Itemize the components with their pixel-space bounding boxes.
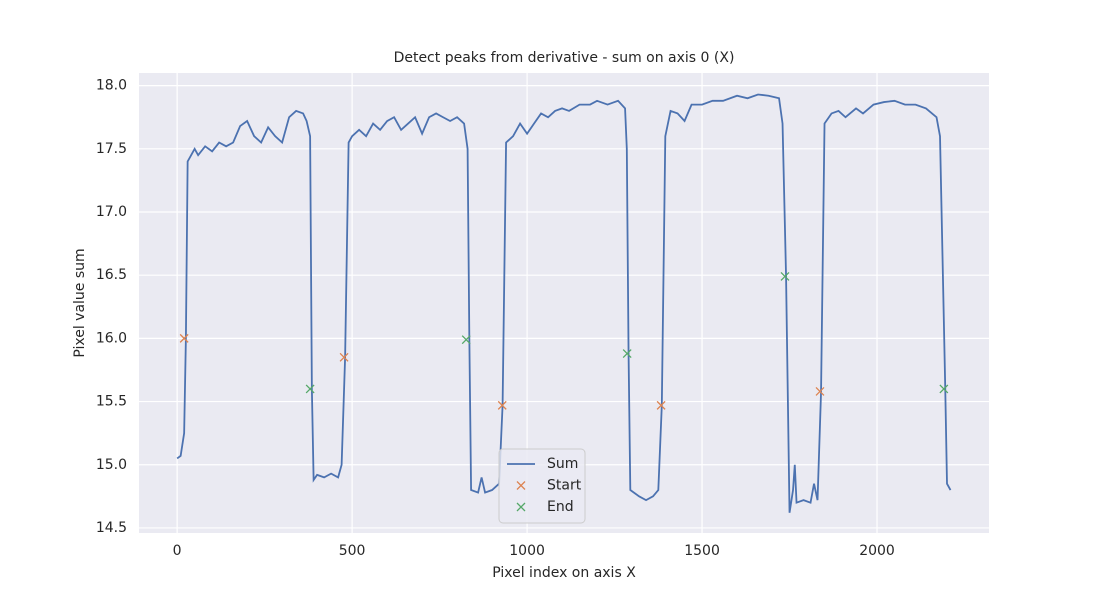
chart-title: Detect peaks from derivative - sum on ax… [394, 50, 735, 66]
x-tick-label: 0 [173, 543, 182, 559]
y-tick-label: 17.5 [96, 141, 127, 157]
grid [139, 73, 989, 533]
legend-swatch [516, 481, 526, 490]
y-tick-label: 14.5 [96, 520, 127, 536]
legend-label: Sum [547, 456, 578, 472]
y-tick-label: 16.5 [96, 267, 127, 283]
y-tick-label: 15.5 [96, 394, 127, 410]
x-axis-label: Pixel index on axis X [492, 565, 636, 581]
y-tick-label: 18.0 [96, 78, 127, 94]
x-tick-label: 500 [339, 543, 366, 559]
y-tick-label: 15.0 [96, 457, 127, 473]
marker [780, 272, 790, 281]
marker [179, 333, 189, 343]
marker [497, 400, 507, 410]
marks [176, 93, 952, 513]
x-tick-label: 2000 [859, 543, 895, 559]
legend-box [498, 448, 586, 524]
marker [305, 384, 315, 394]
line [176, 93, 952, 513]
x-tick-label: 1000 [509, 543, 545, 559]
legend: Sum Start End [498, 448, 586, 524]
y-tick-label: 17.0 [96, 204, 127, 220]
marker [939, 384, 949, 394]
marker [815, 387, 825, 396]
y-tick-label: 16.0 [96, 330, 127, 346]
legend-label: End [547, 499, 574, 515]
legend-label: Start [547, 478, 582, 494]
y-axis-label: Pixel value sum [72, 248, 88, 357]
marker [656, 400, 666, 410]
marker [339, 352, 349, 362]
marker [622, 349, 632, 359]
legend-swatch [516, 502, 526, 512]
x-tick-label: 1500 [684, 543, 720, 559]
marker [461, 335, 471, 345]
